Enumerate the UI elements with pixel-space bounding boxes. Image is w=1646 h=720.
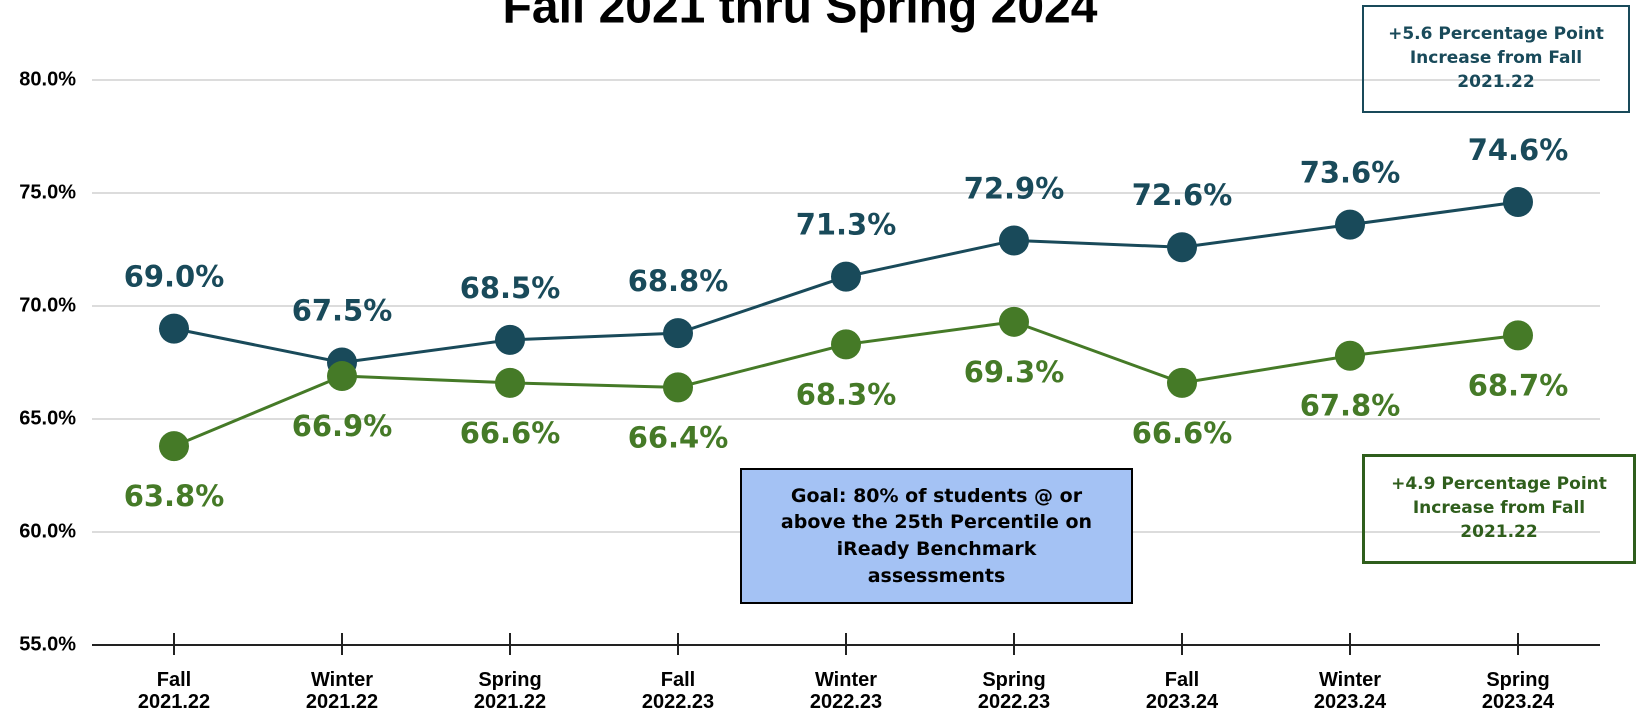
goal-box: Goal: 80% of students @ or above the 25t…	[740, 468, 1133, 604]
x-tick-label: Winter 2022.23	[810, 669, 882, 713]
data-label: 68.3%	[796, 377, 897, 411]
x-tick-label: Fall 2022.23	[642, 669, 714, 713]
data-point	[159, 313, 189, 344]
chart-title: Fall 2021 thru Spring 2024	[503, 0, 1098, 34]
data-label: 68.8%	[628, 264, 729, 298]
data-point	[1167, 232, 1197, 263]
data-label: 72.6%	[1132, 178, 1233, 212]
data-label: 73.6%	[1300, 156, 1401, 190]
annotation-blue: +5.6 Percentage Point Increase from Fall…	[1362, 5, 1630, 113]
data-label: 69.3%	[964, 355, 1065, 389]
data-point	[495, 367, 525, 398]
y-tick-label: 80.0%	[19, 68, 76, 90]
y-tick-label: 60.0%	[19, 520, 76, 542]
data-point	[999, 225, 1029, 256]
data-label: 66.4%	[628, 420, 729, 454]
data-point	[663, 372, 693, 403]
data-point	[831, 261, 861, 292]
annotation-green: +4.9 Percentage Point Increase from Fall…	[1362, 454, 1636, 564]
data-label: 72.9%	[964, 171, 1065, 205]
data-label: 63.8%	[124, 479, 225, 513]
data-label: 66.9%	[292, 409, 393, 443]
data-label: 68.5%	[460, 271, 561, 305]
data-label: 71.3%	[796, 208, 897, 242]
data-label: 67.5%	[292, 294, 393, 328]
data-point	[1503, 320, 1533, 351]
x-tick-label: Winter 2021.22	[306, 669, 378, 713]
data-label: 68.7%	[1468, 368, 1569, 402]
data-point	[1335, 209, 1365, 240]
x-tick-label: Winter 2023.24	[1314, 669, 1387, 713]
data-point	[159, 431, 189, 462]
x-tick-label: Fall 2021.22	[138, 669, 210, 713]
data-point	[999, 306, 1029, 337]
y-tick-label: 75.0%	[19, 181, 76, 203]
data-label: 69.0%	[124, 260, 225, 294]
y-tick-label: 70.0%	[19, 294, 76, 316]
x-tick-label: Spring 2021.22	[474, 669, 546, 713]
data-point	[831, 329, 861, 360]
x-tick-label: Spring 2023.24	[1482, 669, 1555, 713]
data-point	[1503, 187, 1533, 218]
data-label: 74.6%	[1468, 133, 1569, 167]
data-point	[663, 318, 693, 349]
data-label: 67.8%	[1300, 389, 1401, 423]
y-tick-label: 55.0%	[19, 633, 76, 655]
data-point	[327, 361, 357, 392]
data-label: 66.6%	[460, 416, 561, 450]
data-point	[1167, 367, 1197, 398]
x-tick-label: Spring 2022.23	[978, 669, 1050, 713]
data-point	[1335, 340, 1365, 371]
data-label: 66.6%	[1132, 416, 1233, 450]
y-tick-label: 65.0%	[19, 407, 76, 429]
x-tick-label: Fall 2023.24	[1146, 669, 1219, 713]
data-point	[495, 324, 525, 355]
